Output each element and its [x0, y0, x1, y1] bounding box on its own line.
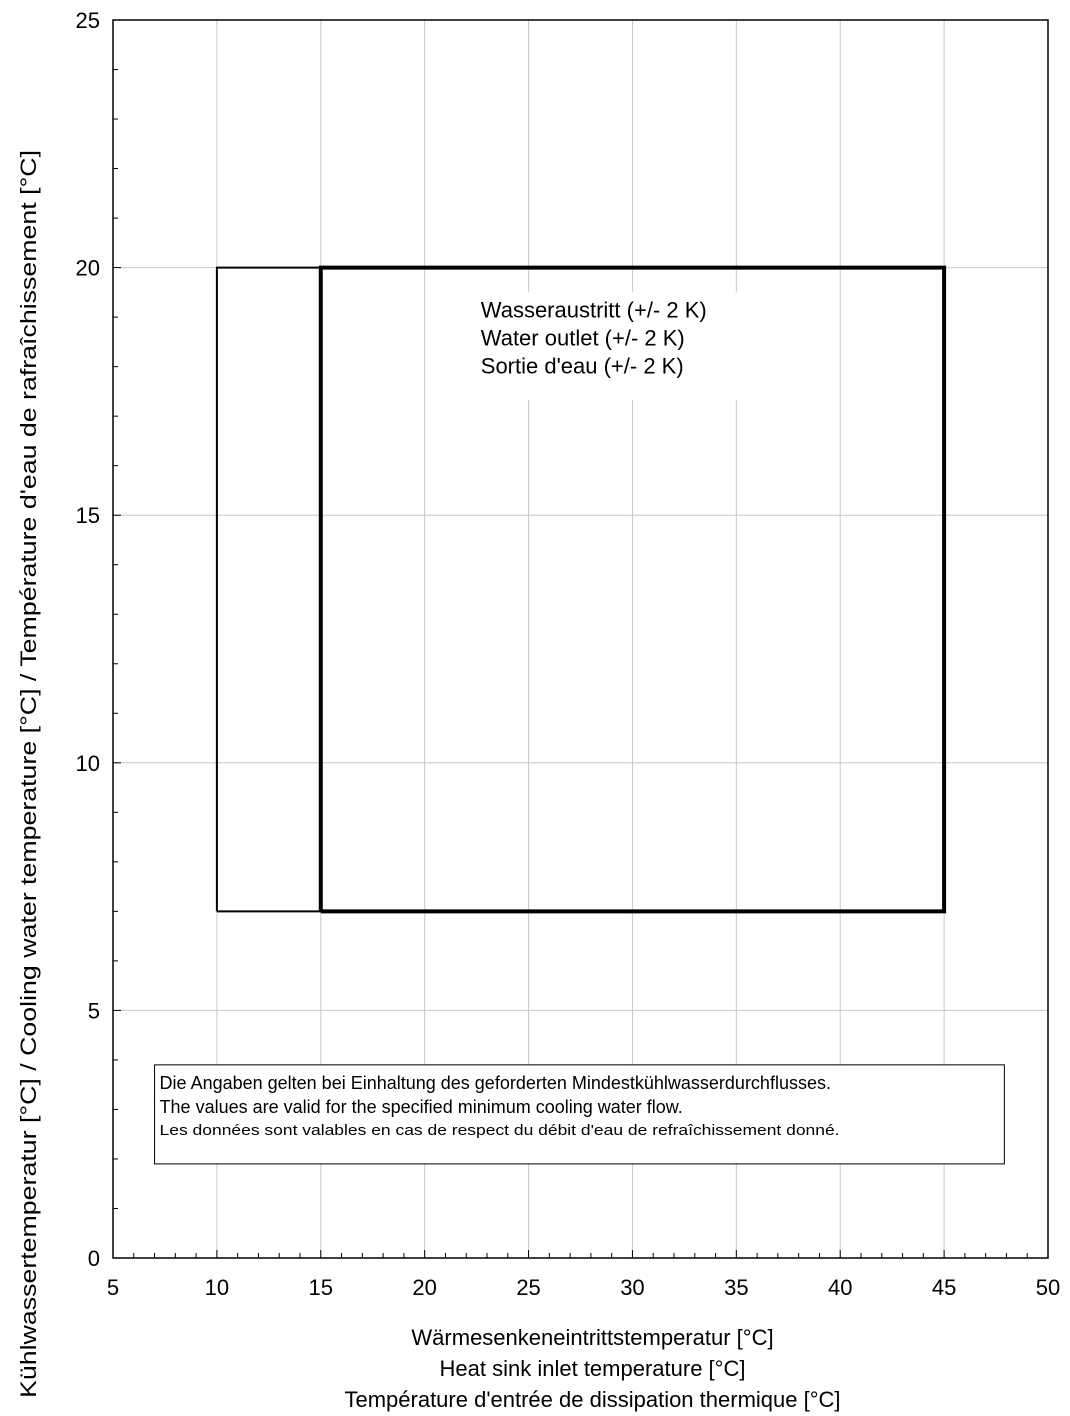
- plot-frame: [112, 19, 1049, 1259]
- y-tick-label: 5: [88, 998, 100, 1023]
- y-tick-label: 25: [76, 8, 100, 33]
- x-tick-label: 15: [309, 1275, 333, 1300]
- y-tick-label: 0: [88, 1246, 100, 1271]
- x-axis-label: Wärmesenkeneintrittstemperatur [°C]: [411, 1325, 773, 1350]
- y-tick-label: 10: [76, 751, 100, 776]
- x-tick-label: 35: [724, 1275, 748, 1300]
- annotation-line: Water outlet (+/- 2 K): [481, 326, 685, 351]
- y-axis-label: Kühlwassertemperatur [°C] / Cooling wate…: [16, 150, 41, 1398]
- x-axis-label: Température d'entrée de dissipation ther…: [344, 1387, 840, 1412]
- note-line: Die Angaben gelten bei Einhaltung des ge…: [160, 1073, 831, 1093]
- x-tick-label: 30: [620, 1275, 644, 1300]
- annotation-line: Wasseraustritt (+/- 2 K): [481, 298, 707, 323]
- annotation-background: [474, 291, 765, 400]
- x-tick-label: 25: [516, 1275, 540, 1300]
- note-box: [154, 1064, 1005, 1165]
- note-line: The values are valid for the specified m…: [160, 1097, 683, 1117]
- operating-range-thin-outline: [215, 266, 322, 913]
- x-tick-label: 5: [107, 1275, 119, 1300]
- operating-range-thick-outline: [318, 265, 947, 914]
- y-tick-label: 20: [76, 256, 100, 281]
- x-tick-label: 40: [828, 1275, 852, 1300]
- x-tick-label: 10: [205, 1275, 229, 1300]
- x-tick-label: 50: [1036, 1275, 1060, 1300]
- x-axis-label: Heat sink inlet temperature [°C]: [440, 1356, 746, 1381]
- x-tick-label: 20: [412, 1275, 436, 1300]
- x-tick-label: 45: [932, 1275, 956, 1300]
- y-tick-label: 15: [76, 503, 100, 528]
- note-line: Les données sont valables en cas de resp…: [160, 1122, 840, 1139]
- annotation-line: Sortie d'eau (+/- 2 K): [481, 354, 684, 379]
